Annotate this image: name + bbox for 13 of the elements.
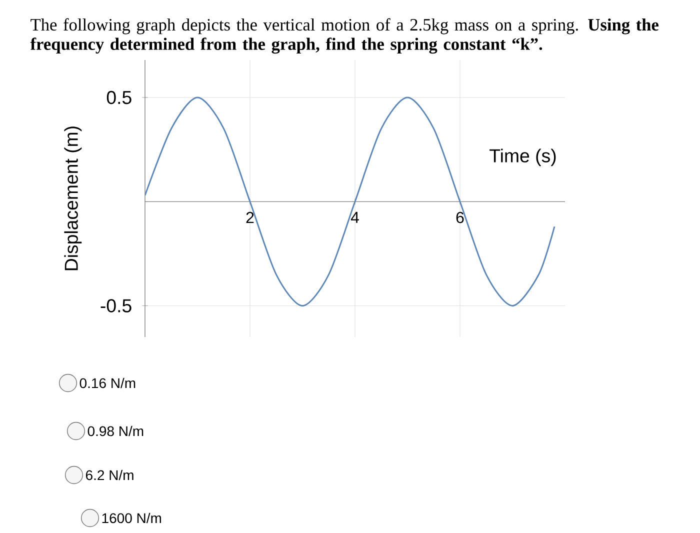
text: 6.2 N/m bbox=[86, 470, 134, 480]
x-tick-label: 2 bbox=[246, 212, 254, 224]
text: 0.98 N/m bbox=[88, 426, 144, 436]
y-axis-title: Displacement (m) bbox=[64, 126, 82, 270]
chart-title: The following graph depicts the vertical motion of a 2.5kg mass on a spring. Using the frequency determined from the graph, find the spring constant “k”. bbox=[30, 18, 658, 54]
y-tick-label: -0.5 bbox=[100, 299, 132, 312]
x-tick-label: 6 bbox=[456, 212, 464, 224]
y-tick-label: 0.5 bbox=[106, 90, 132, 104]
x-axis-title: Time (s) bbox=[490, 148, 556, 166]
x-tick-label: 4 bbox=[350, 212, 359, 223]
text: 1600 N/m bbox=[102, 512, 162, 524]
text: 0.16 N/m bbox=[80, 378, 136, 388]
line-series bbox=[145, 96, 556, 306]
